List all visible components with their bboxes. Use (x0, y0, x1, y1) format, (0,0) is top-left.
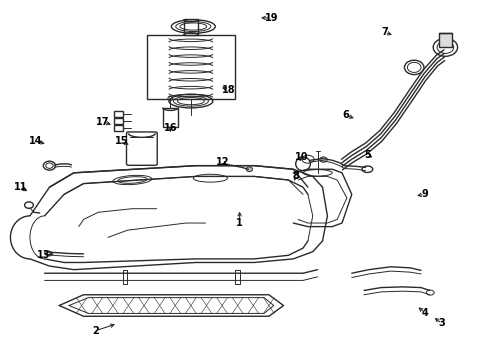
Text: 14: 14 (29, 136, 42, 145)
Bar (114, 126, 122, 131)
Text: 10: 10 (295, 152, 308, 162)
Text: 2: 2 (92, 325, 99, 336)
Bar (114, 118, 122, 124)
Ellipse shape (319, 157, 326, 162)
Text: 18: 18 (222, 85, 235, 95)
Text: 13: 13 (37, 250, 50, 260)
Text: 9: 9 (421, 189, 427, 199)
Text: 7: 7 (381, 27, 387, 37)
Ellipse shape (245, 167, 252, 172)
Text: 16: 16 (163, 123, 177, 133)
Text: 17: 17 (96, 117, 110, 127)
Bar (438, 33, 451, 47)
Text: 12: 12 (215, 157, 229, 167)
Text: 3: 3 (438, 319, 445, 328)
Bar (162, 108, 178, 127)
Text: 19: 19 (264, 13, 278, 23)
Text: 5: 5 (363, 150, 370, 160)
Bar (114, 111, 122, 117)
Text: 15: 15 (115, 136, 128, 146)
Bar (183, 19, 198, 36)
Text: 1: 1 (236, 218, 243, 228)
Text: 6: 6 (342, 111, 348, 121)
Text: 4: 4 (421, 308, 427, 318)
Text: 8: 8 (292, 171, 299, 181)
Text: 11: 11 (14, 182, 27, 192)
